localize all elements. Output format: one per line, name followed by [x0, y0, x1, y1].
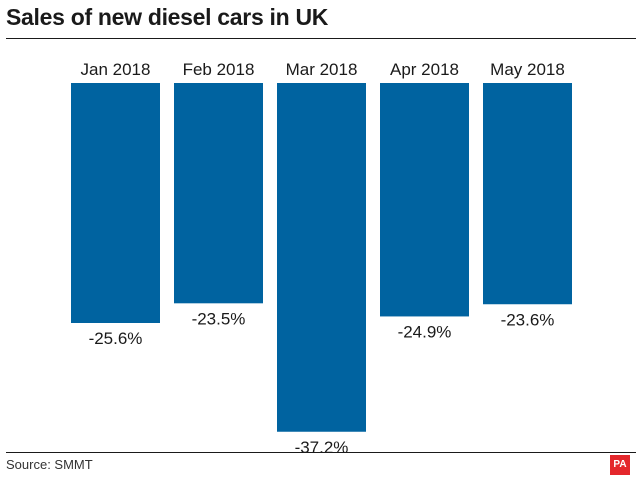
category-label: Apr 2018	[390, 60, 459, 79]
source-note: Source: SMMT	[6, 457, 93, 472]
bar-value-label: -25.6%	[89, 329, 143, 348]
category-label: Jan 2018	[81, 60, 151, 79]
bar	[483, 83, 572, 305]
category-label: May 2018	[490, 60, 565, 79]
category-label: Feb 2018	[183, 60, 255, 79]
footer-divider	[6, 452, 636, 453]
bar	[277, 83, 366, 432]
bar	[71, 83, 160, 323]
bar-value-label: -23.5%	[192, 309, 246, 328]
pa-logo: PA	[610, 455, 630, 475]
bar-value-label: -24.9%	[398, 322, 452, 341]
bar-value-label: -23.6%	[501, 310, 555, 329]
chart-title: Sales of new diesel cars in UK	[6, 4, 329, 30]
category-label: Mar 2018	[286, 60, 358, 79]
title-divider	[6, 38, 636, 39]
bar	[174, 83, 263, 304]
bar-value-label: -37.2%	[295, 438, 349, 457]
bar	[380, 83, 469, 317]
